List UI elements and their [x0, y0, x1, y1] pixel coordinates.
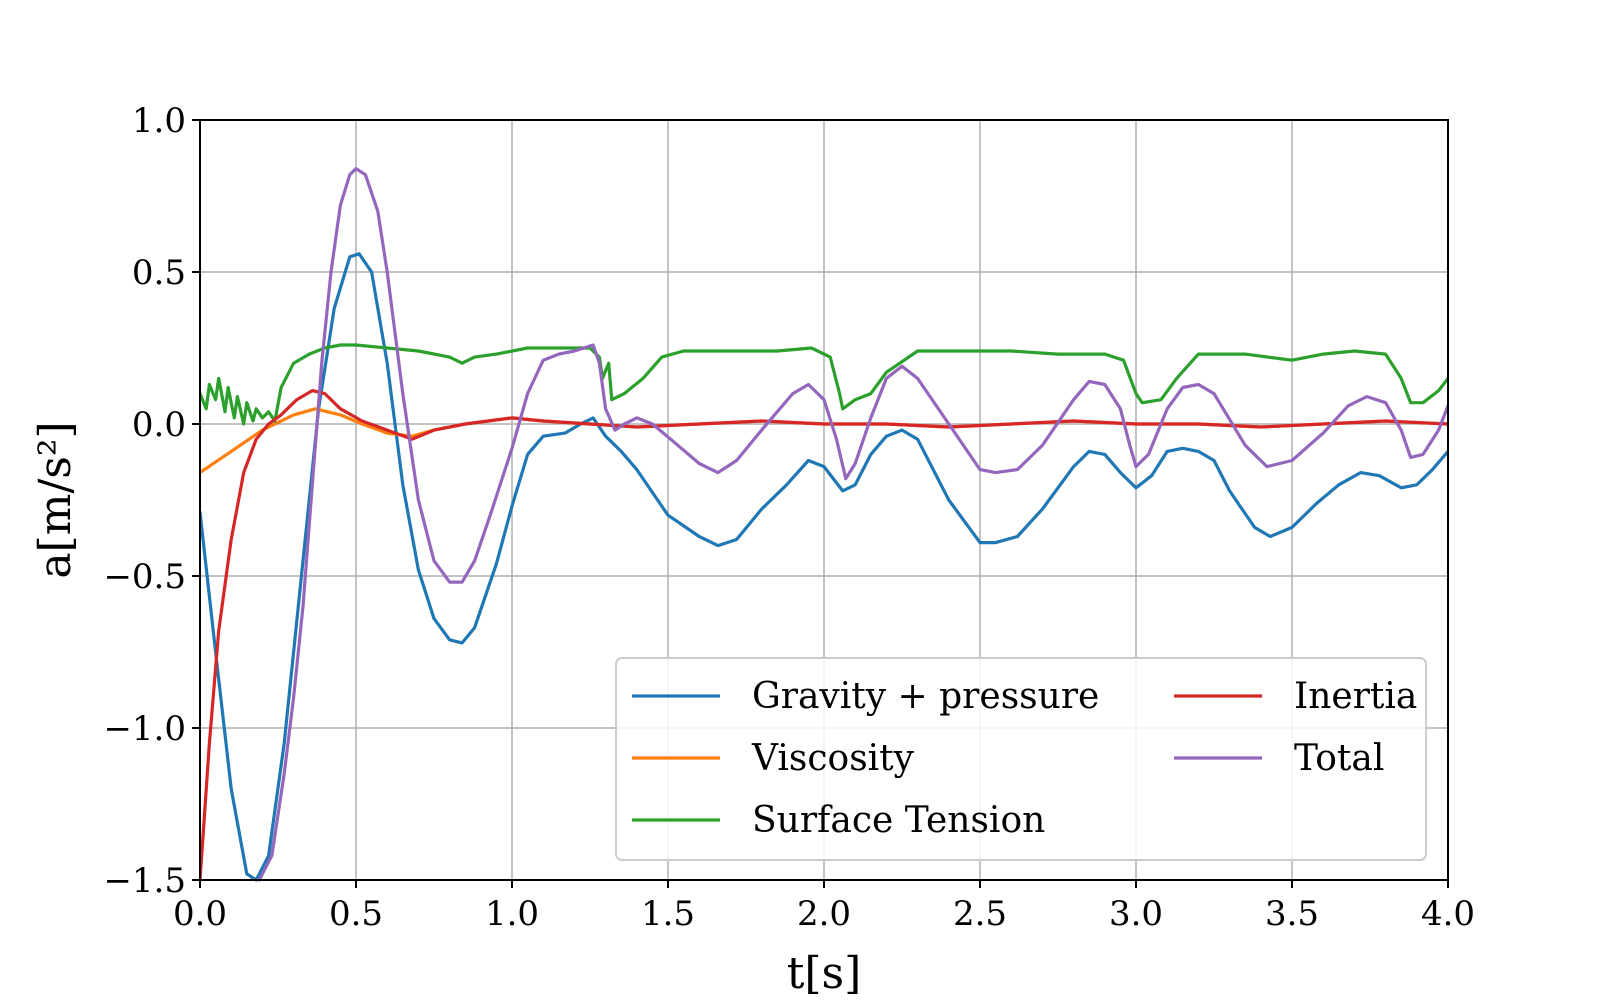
series-line-total	[257, 167, 1448, 882]
legend-label-surface-tension: Surface Tension	[752, 800, 1045, 841]
y-tick-label: −1.5	[103, 861, 186, 901]
x-tick-label: 2.5	[953, 894, 1007, 934]
x-tick-label: 2.0	[797, 894, 851, 934]
series-line-inertia	[200, 389, 1448, 882]
axis-ticks: 0.0 0.5 1.0 1.5 2.0 2.5 3.0 3.5 4.0 1.0 0.5 0.0 −0.5…	[103, 101, 1475, 934]
legend: Gravity + pressure Viscosity Surface Tensi…	[615, 657, 1427, 861]
x-tick-label: 1.5	[641, 894, 695, 934]
y-tick-label: −1.0	[103, 709, 186, 749]
series-line-gravity-pressure	[200, 252, 1448, 882]
legend-label-total: Total	[1294, 738, 1384, 779]
legend-label-inertia: Inertia	[1294, 676, 1417, 717]
x-tick-label: 0.0	[173, 894, 227, 934]
series-group	[200, 167, 1448, 882]
legend-label-viscosity: Viscosity	[751, 738, 915, 779]
x-tick-label: 3.0	[1109, 894, 1163, 934]
series-line-surface-tension	[200, 343, 1448, 426]
x-tick-label: 4.0	[1421, 894, 1475, 934]
y-tick-label: 0.5	[132, 253, 186, 293]
y-tick-label: −0.5	[103, 557, 186, 597]
x-axis-label: t[s]	[787, 948, 862, 999]
x-tick-label: 3.5	[1265, 894, 1319, 934]
x-tick-label: 1.0	[485, 894, 539, 934]
legend-label-gravity-pressure: Gravity + pressure	[752, 676, 1099, 717]
y-tick-label: 0.0	[132, 405, 186, 445]
y-tick-label: 1.0	[132, 101, 186, 141]
x-tick-label: 0.5	[329, 894, 383, 934]
y-axis-label: a[m/s²]	[30, 421, 81, 578]
legend-box	[615, 657, 1427, 861]
